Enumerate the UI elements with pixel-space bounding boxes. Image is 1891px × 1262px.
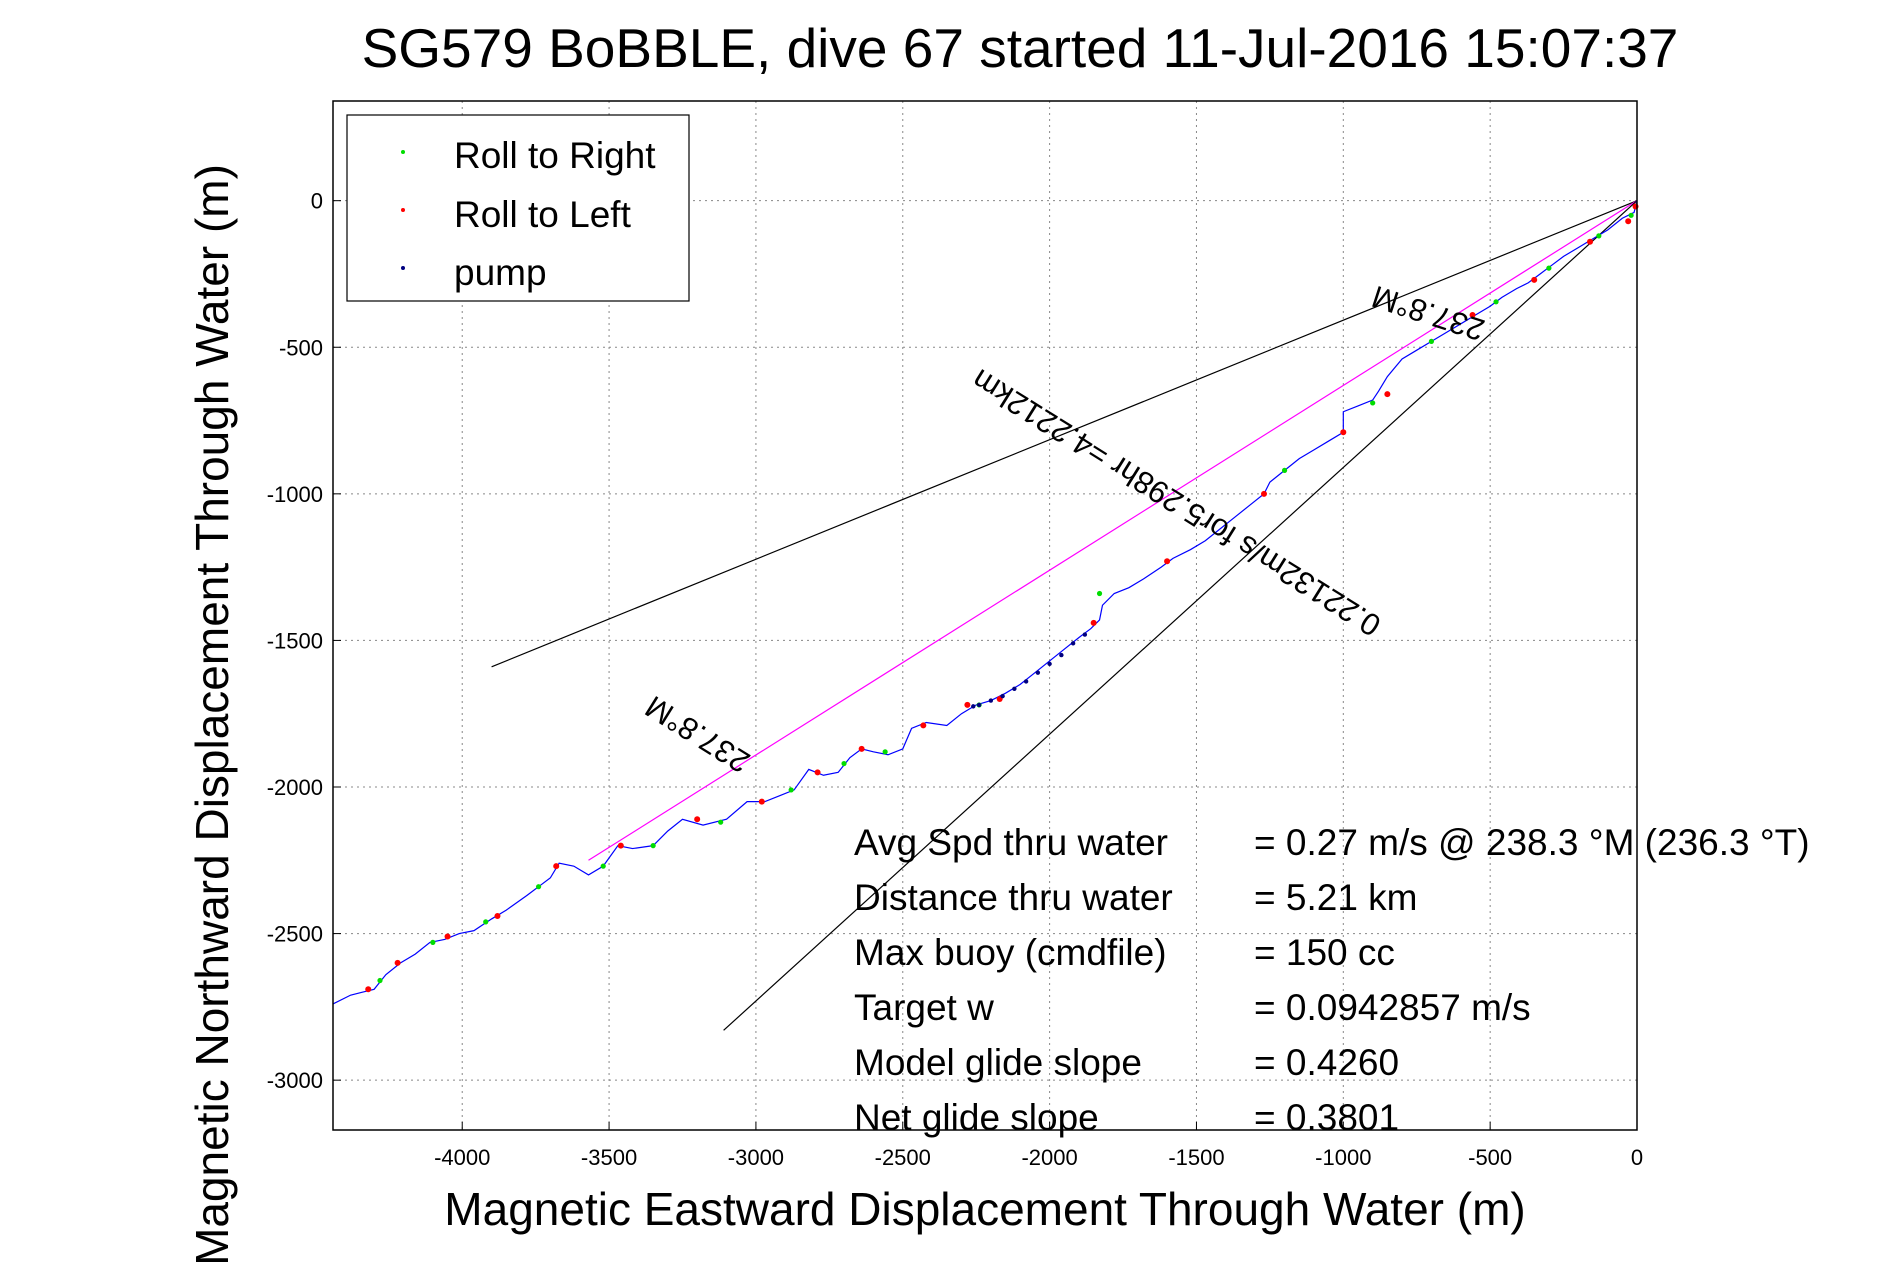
stat-label: Avg Spd thru water	[854, 822, 1168, 863]
y-tick-label: -1000	[267, 482, 323, 507]
roll-left-point	[1340, 429, 1347, 436]
roll-right-point	[1628, 212, 1634, 218]
x-axis-label: Magnetic Eastward Displacement Through W…	[444, 1183, 1525, 1235]
legend-label-pump: pump	[454, 252, 547, 293]
roll-left-point	[964, 701, 971, 708]
roll-right-point	[1493, 299, 1499, 305]
pump-point	[976, 702, 982, 708]
roll-right-point	[483, 919, 489, 925]
pump-point	[1023, 679, 1029, 684]
roll-right-point	[1596, 233, 1602, 239]
plot-frame	[332, 100, 1638, 1131]
y-tick-label: 0	[311, 189, 323, 214]
roll-right-point	[788, 787, 794, 793]
stat-value: = 0.0942857 m/s	[1254, 987, 1531, 1028]
pump-point	[1082, 632, 1088, 637]
roll-left-point	[1384, 391, 1391, 398]
roll-left-point	[858, 745, 865, 752]
pump-point	[988, 698, 994, 703]
roll-left-point	[1261, 490, 1268, 497]
chart-title: SG579 BoBBLE, dive 67 started 11-Jul-201…	[362, 17, 1679, 79]
legend-label-roll-right: Roll to Right	[454, 135, 656, 176]
x-tick-label: -3000	[728, 1145, 784, 1170]
stat-label: Max buoy (cmdfile)	[854, 932, 1167, 973]
roll-right-point	[430, 939, 436, 945]
reference-line	[723, 200, 1638, 1031]
roll-left-point	[1587, 238, 1594, 245]
pump-point	[1035, 670, 1041, 675]
stat-value: = 0.27 m/s @ 238.3 °M (236.3 °T)	[1254, 822, 1810, 863]
roll-right-point	[1096, 590, 1103, 597]
stat-label: Model glide slope	[854, 1042, 1142, 1083]
stat-value: = 0.3801	[1254, 1097, 1399, 1138]
roll-right-point	[1281, 467, 1288, 473]
y-tick-label: -3000	[267, 1068, 323, 1093]
roll-right-point	[1546, 265, 1552, 271]
roll-left-point	[617, 842, 624, 849]
legend-marker-roll-right	[401, 150, 405, 154]
roll-left-point	[694, 816, 701, 823]
pump-point	[971, 704, 976, 709]
x-tick-label: -3500	[581, 1145, 637, 1170]
legend: Roll to Right Roll to Left pump	[346, 114, 690, 302]
roll-left-point	[444, 933, 451, 940]
legend-label-roll-left: Roll to Left	[454, 194, 632, 235]
roll-left-point	[814, 769, 821, 776]
stat-label: Target w	[854, 987, 994, 1028]
stats-block: Avg Spd thru water = 0.27 m/s @ 238.3 °M…	[854, 822, 1810, 1138]
x-tick-labels: -4000 -3500 -3000 -2500 -2000 -1500 -1000 -500 0	[434, 1145, 1643, 1170]
roll-left-point	[1164, 558, 1171, 565]
roll-left-point	[1469, 312, 1476, 319]
stat-value: = 150 cc	[1254, 932, 1395, 973]
stat-value: = 0.4260	[1254, 1042, 1399, 1083]
stat-value: = 5.21 km	[1254, 877, 1418, 918]
x-tick-label: -2500	[875, 1145, 931, 1170]
roll-right-point	[1370, 400, 1376, 406]
legend-marker-pump	[401, 266, 405, 270]
roll-left-point	[920, 722, 927, 729]
roll-right-point	[1428, 338, 1435, 344]
roll-left-point	[553, 863, 560, 870]
reference-lines	[491, 200, 1638, 1031]
x-tick-label: -1000	[1315, 1145, 1371, 1170]
roll-right-point	[535, 884, 542, 890]
roll-right-point	[841, 760, 847, 767]
x-tick-label: -1500	[1168, 1145, 1224, 1170]
pump-point	[1070, 641, 1076, 646]
pump-point	[1000, 693, 1005, 699]
roll-right-point	[882, 749, 888, 755]
roll-right-point	[600, 863, 606, 869]
roll-left-point	[1090, 619, 1097, 626]
x-tick-label: -4000	[434, 1145, 490, 1170]
roll-right-point	[377, 977, 383, 984]
roll-right-point	[718, 819, 724, 825]
legend-box	[346, 114, 690, 302]
y-tick-labels: 0 -500 -1000 -1500 -2000 -2500 -3000	[267, 189, 323, 1093]
roll-left-point	[1625, 218, 1632, 225]
roll-left-point	[1531, 276, 1538, 283]
roll-left-point	[365, 986, 372, 993]
pump-point	[1047, 661, 1052, 667]
roll-left-point	[494, 912, 501, 919]
x-tick-label: -2000	[1021, 1145, 1077, 1170]
pump-point	[1059, 652, 1064, 658]
roll-right-point	[650, 843, 656, 849]
pump-point	[1012, 686, 1017, 691]
stat-label: Distance thru water	[854, 877, 1173, 918]
x-tick-label: 0	[1631, 1145, 1643, 1170]
y-axis-label: Magnetic Northward Displacement Through …	[186, 164, 238, 1262]
y-tick-label: -1500	[267, 628, 323, 653]
reference-line	[491, 200, 1638, 668]
x-tick-label: -500	[1468, 1145, 1512, 1170]
legend-marker-roll-left	[401, 208, 405, 212]
y-tick-label: -2000	[267, 775, 323, 800]
stat-label: Net glide slope	[854, 1097, 1099, 1138]
roll-left-point	[758, 798, 765, 805]
y-tick-label: -2500	[267, 922, 323, 947]
reference-line	[588, 200, 1638, 861]
roll-left-point	[394, 959, 401, 966]
y-tick-label: -500	[279, 335, 323, 360]
